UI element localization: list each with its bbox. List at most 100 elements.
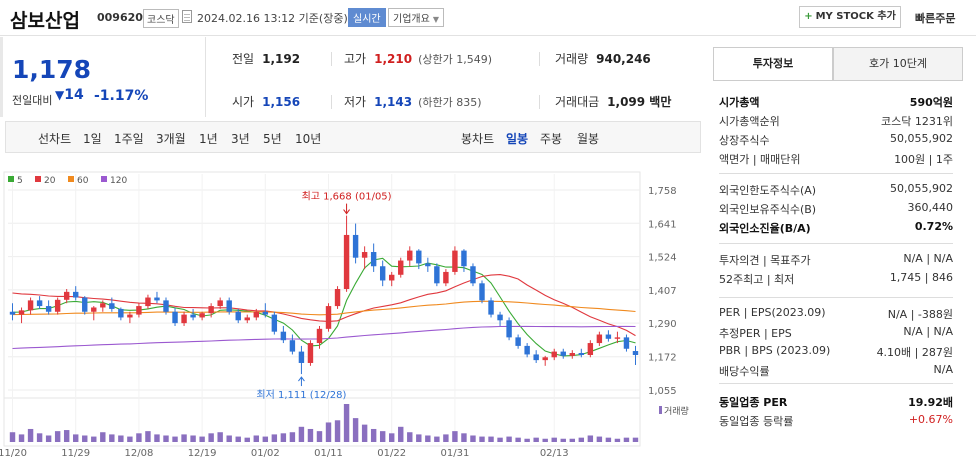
- document-icon[interactable]: [182, 10, 192, 23]
- x-tick-label: 12/19: [188, 448, 217, 459]
- company-info-dropdown[interactable]: 기업개요 ▼: [388, 8, 444, 27]
- moving-average-5: [12, 257, 636, 357]
- candle-chart-tab[interactable]: 봉차트: [461, 132, 495, 146]
- info-label: 외국인보유주식수(B): [719, 203, 817, 216]
- volume-bar: [416, 434, 422, 442]
- divider: [539, 52, 540, 66]
- tab-investment-info[interactable]: 투자정보: [713, 47, 833, 81]
- period-1w[interactable]: 1주일: [114, 132, 144, 146]
- volume-bar: [560, 438, 566, 442]
- volume-bar: [578, 437, 585, 442]
- volume-bar: [443, 434, 449, 442]
- volume-bar: [9, 432, 16, 442]
- legend-label: 120: [110, 176, 127, 186]
- candle-body: [443, 271, 449, 284]
- candle-body: [605, 334, 612, 339]
- volume-bar: [163, 435, 169, 442]
- down-triangle-icon: ▼: [55, 88, 65, 102]
- volume-label: 거래량: [555, 52, 589, 66]
- market-badge: 코스닥: [143, 9, 179, 28]
- realtime-badge[interactable]: 실시간: [348, 8, 386, 27]
- candle-body: [416, 250, 422, 264]
- plus-icon: +: [804, 11, 813, 22]
- volume-bar: [434, 436, 440, 442]
- y-tick-label: 1,641: [648, 219, 677, 230]
- add-mystock-button[interactable]: + MY STOCK 추가: [799, 6, 901, 28]
- period-1d[interactable]: 1일: [83, 132, 102, 146]
- y-tick-label: 1,524: [648, 253, 677, 264]
- tab-orderbook[interactable]: 호가 10단계: [833, 47, 963, 81]
- period-3m[interactable]: 3개월: [156, 132, 186, 146]
- tab-underline: [713, 80, 963, 81]
- divider: [331, 95, 332, 109]
- volume-bar: [208, 433, 214, 442]
- open-value: 1,156: [262, 95, 301, 109]
- candle-weekly[interactable]: 주봉: [540, 132, 563, 146]
- candle-body: [361, 252, 368, 258]
- y-tick-label: 1,055: [648, 386, 677, 397]
- volume-legend-swatch: [659, 406, 662, 414]
- candle-daily[interactable]: 일봉: [506, 132, 529, 146]
- volume-bar: [199, 436, 205, 442]
- info-value: 590억원: [909, 96, 953, 109]
- candle-body: [434, 266, 440, 284]
- volume-bar: [407, 432, 413, 442]
- volume-bar: [596, 436, 603, 442]
- volume-bar: [244, 437, 250, 442]
- low-annotation: 최저 1,111 (12/28): [256, 389, 346, 401]
- candle-body: [515, 337, 521, 346]
- candle-body: [569, 353, 575, 356]
- volume-bar: [172, 436, 178, 442]
- info-value: 50,055,902: [890, 132, 953, 145]
- candle-body: [560, 351, 566, 356]
- trade-value: 거래대금 1,099 백만: [555, 93, 671, 110]
- volume-bar: [524, 438, 530, 442]
- candle-body: [91, 307, 97, 312]
- volume-bar: [343, 404, 350, 442]
- y-tick-label: 1,407: [648, 286, 677, 297]
- quick-order-link[interactable]: 빠른주문: [915, 12, 956, 25]
- line-chart-tab[interactable]: 선차트: [38, 132, 72, 146]
- period-5y[interactable]: 5년: [263, 132, 282, 146]
- info-label: 52주최고 | 최저: [719, 273, 795, 286]
- info-value: N/A: [933, 363, 953, 376]
- volume-bar: [542, 438, 548, 442]
- section-divider: [719, 383, 953, 384]
- info-value: N/A | N/A: [903, 325, 953, 338]
- chart-svg[interactable]: 1,758 1,641 1,524 1,407 1,290 1,172 1,055 11/20…: [0, 160, 701, 473]
- x-tick-label: 12/08: [125, 448, 154, 459]
- period-10y[interactable]: 10년: [295, 132, 322, 146]
- info-row: 52주최고 | 최저 1,745 | 846: [719, 269, 953, 287]
- info-label: 외국인한도주식수(A): [719, 184, 817, 197]
- period-3y[interactable]: 3년: [231, 132, 250, 146]
- info-label: 투자의견 | 목표주가: [719, 254, 811, 267]
- volume-bar: [461, 433, 467, 442]
- prev-close-label: 전일: [232, 52, 255, 66]
- candle-body: [289, 340, 296, 352]
- volume-bar: [398, 426, 404, 442]
- candle-monthly[interactable]: 월봉: [577, 132, 600, 146]
- timestamp: 2024.02.16 13:12 기준(장중): [197, 12, 348, 25]
- candle-body: [163, 300, 169, 312]
- info-label: PER | EPS(2023.09): [719, 306, 826, 319]
- volume-bar: [235, 436, 241, 442]
- candle-body: [407, 250, 413, 261]
- lower-limit: (하한가 835): [418, 96, 482, 109]
- info-value: 0.72%: [914, 220, 953, 233]
- period-1y[interactable]: 1년: [199, 132, 218, 146]
- divider: [539, 95, 540, 109]
- info-row: 시가총액순위 코스닥 1231위: [719, 111, 953, 129]
- volume-bar: [45, 435, 52, 442]
- candle-body: [190, 314, 196, 318]
- candle-body: [470, 266, 476, 284]
- volume-bar: [361, 424, 368, 442]
- change-label: 전일대비: [12, 94, 53, 107]
- volume-bar: [488, 436, 494, 442]
- candlestick-chart[interactable]: 1,758 1,641 1,524 1,407 1,290 1,172 1,055 11/20…: [0, 160, 701, 473]
- candle-body: [307, 343, 314, 363]
- moving-average-120: [12, 325, 636, 350]
- candle-body: [262, 311, 269, 315]
- info-value: 코스닥 1231위: [881, 115, 953, 128]
- y-tick-label: 1,172: [648, 353, 677, 364]
- price-summary: 1,178 전일대비 ▼14 -1.17%: [0, 37, 205, 117]
